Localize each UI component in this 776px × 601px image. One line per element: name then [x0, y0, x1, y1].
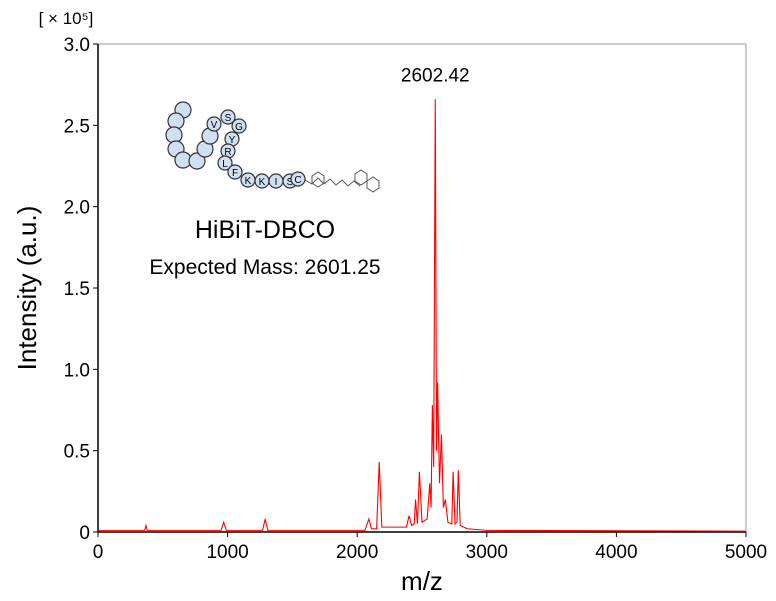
y-tick-label: 0.5 [64, 442, 90, 463]
peptide-letter: S [287, 177, 294, 188]
plot-frame [97, 43, 747, 533]
peptide-letter: S [225, 113, 232, 124]
y-tick-label: 2.5 [64, 116, 90, 137]
x-tick-label: 0 [93, 542, 104, 563]
peak-label: 2602.42 [401, 65, 470, 86]
peptide-chain [165, 101, 219, 170]
y-tick-label: 1.0 [64, 360, 90, 381]
x-tick-label: 1000 [206, 542, 248, 563]
peptide-residue [227, 164, 243, 180]
x-axis-label: m/z [401, 566, 443, 596]
y-scale-label: [ × 10⁵] [39, 9, 94, 28]
y-tick-label: 1.5 [64, 279, 90, 300]
peptide-residue [220, 109, 236, 125]
peptide-residue [206, 116, 222, 132]
peptide-letter: L [222, 159, 228, 170]
peptide-letter: I [275, 177, 278, 188]
y-axis-label: Intensity (a.u.) [12, 206, 42, 371]
x-tick-label: 4000 [595, 542, 637, 563]
x-tick-label: 2000 [336, 542, 378, 563]
peptide-letter: K [245, 176, 252, 187]
peptide-letter: R [224, 147, 231, 158]
spectrum-line [98, 99, 747, 532]
peptide-letter: F [232, 168, 238, 179]
compound-name: HiBiT-DBCO [195, 216, 335, 244]
y-tick-label: 0 [79, 523, 90, 544]
peptide-letter: K [259, 177, 266, 188]
peptide-letter: C [294, 175, 301, 186]
expected-mass: Expected Mass: 2601.25 [149, 256, 380, 279]
dbco-structure [304, 169, 380, 193]
peptide-residue [231, 118, 247, 134]
x-tick-label: 3000 [466, 542, 508, 563]
x-tick-label: 5000 [725, 542, 767, 563]
y-tick-label: 3.0 [64, 35, 90, 56]
peptide-letter: G [235, 122, 243, 133]
peptide-letter: V [211, 120, 218, 131]
peptide-residue [217, 155, 233, 171]
peptide-letter: Y [229, 135, 236, 146]
peptide-residue [290, 171, 306, 187]
y-tick-label: 2.0 [64, 198, 90, 219]
